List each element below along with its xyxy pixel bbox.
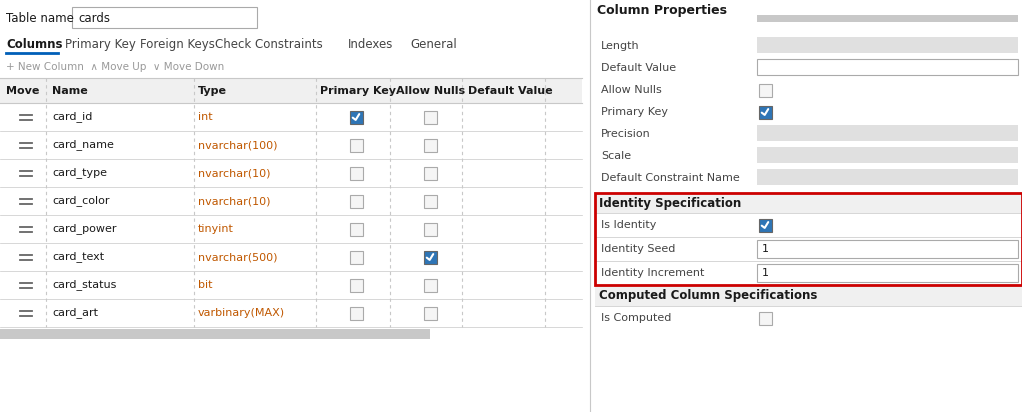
Bar — [757, 264, 1018, 282]
Text: bit: bit — [198, 280, 213, 290]
Bar — [423, 307, 436, 319]
Text: card_art: card_art — [52, 307, 98, 318]
Text: General: General — [410, 37, 457, 51]
Bar — [595, 193, 1022, 213]
Bar — [757, 169, 1018, 185]
Text: Identity Increment: Identity Increment — [601, 268, 704, 278]
Text: Identity Specification: Identity Specification — [599, 197, 741, 209]
Bar — [0, 329, 430, 339]
Text: Name: Name — [52, 86, 88, 96]
Text: Columns: Columns — [6, 37, 62, 51]
Text: Allow Nulls: Allow Nulls — [601, 85, 662, 95]
Text: Type: Type — [198, 86, 227, 96]
Text: varbinary(MAX): varbinary(MAX) — [198, 308, 285, 318]
Bar — [72, 7, 257, 28]
Text: nvarchar(500): nvarchar(500) — [198, 252, 278, 262]
Bar — [0, 78, 582, 103]
Bar — [757, 125, 1018, 141]
Bar — [423, 222, 436, 236]
Text: Primary Key: Primary Key — [320, 86, 396, 96]
Bar — [350, 279, 363, 292]
Text: Length: Length — [601, 41, 640, 51]
Bar — [595, 286, 1022, 306]
Text: card_id: card_id — [52, 112, 92, 122]
Text: Computed Column Specifications: Computed Column Specifications — [599, 290, 818, 302]
Text: cards: cards — [78, 12, 110, 24]
Bar — [423, 250, 436, 264]
Bar — [350, 138, 363, 152]
Bar — [350, 307, 363, 319]
Text: nvarchar(100): nvarchar(100) — [198, 140, 278, 150]
Bar — [757, 15, 1018, 22]
Text: Is Computed: Is Computed — [601, 313, 671, 323]
Text: nvarchar(10): nvarchar(10) — [198, 168, 271, 178]
Bar — [757, 240, 1018, 258]
Text: Identity Seed: Identity Seed — [601, 244, 676, 254]
Text: card_name: card_name — [52, 140, 113, 150]
Bar — [757, 147, 1018, 163]
Text: Column Properties: Column Properties — [597, 3, 727, 16]
Text: Default Constraint Name: Default Constraint Name — [601, 173, 740, 183]
Bar — [757, 37, 1018, 53]
Bar — [423, 110, 436, 124]
Text: Check Constraints: Check Constraints — [215, 37, 323, 51]
Bar — [350, 250, 363, 264]
Text: card_color: card_color — [52, 196, 109, 206]
Text: Is Identity: Is Identity — [601, 220, 656, 230]
Text: Allow Nulls: Allow Nulls — [396, 86, 465, 96]
Bar — [423, 194, 436, 208]
Text: int: int — [198, 112, 213, 122]
Bar — [350, 222, 363, 236]
Text: card_status: card_status — [52, 280, 117, 290]
Text: Scale: Scale — [601, 151, 632, 161]
Text: card_power: card_power — [52, 224, 117, 234]
Text: tinyint: tinyint — [198, 224, 234, 234]
Text: Indexes: Indexes — [349, 37, 393, 51]
Bar — [758, 84, 772, 96]
Text: card_type: card_type — [52, 168, 107, 178]
Bar — [423, 166, 436, 180]
Text: nvarchar(10): nvarchar(10) — [198, 196, 271, 206]
Bar — [350, 166, 363, 180]
Text: Move: Move — [6, 86, 40, 96]
Bar — [423, 138, 436, 152]
Bar — [350, 194, 363, 208]
Text: Table name: Table name — [6, 12, 74, 24]
Bar — [758, 218, 772, 232]
Text: Primary Key: Primary Key — [65, 37, 136, 51]
Text: Default Value: Default Value — [601, 63, 677, 73]
Bar — [350, 110, 363, 124]
Bar — [758, 311, 772, 325]
Bar — [758, 105, 772, 119]
Text: Foreign Keys: Foreign Keys — [140, 37, 215, 51]
Text: + New Column  ∧ Move Up  ∨ Move Down: + New Column ∧ Move Up ∨ Move Down — [6, 62, 224, 72]
Bar — [757, 59, 1018, 75]
Bar — [595, 193, 1022, 285]
Text: Default Value: Default Value — [468, 86, 553, 96]
Text: Precision: Precision — [601, 129, 651, 139]
Bar — [423, 279, 436, 292]
Text: 1: 1 — [762, 268, 769, 278]
Text: card_text: card_text — [52, 252, 104, 262]
Text: 1: 1 — [762, 244, 769, 254]
Text: Primary Key: Primary Key — [601, 107, 668, 117]
